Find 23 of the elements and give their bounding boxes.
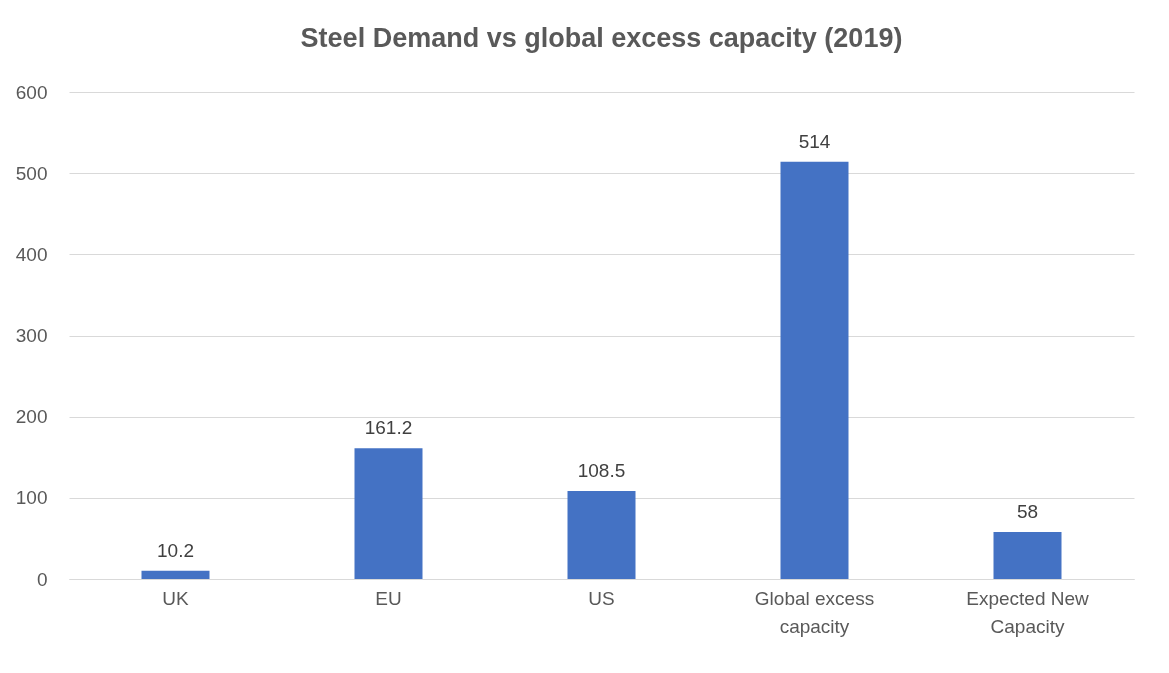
bar xyxy=(567,490,636,579)
x-tick-label: Global excess capacity xyxy=(754,587,875,637)
x-tick-label: Expected New Capacity xyxy=(966,587,1090,637)
data-label: 161.2 xyxy=(364,417,413,439)
data-label: 514 xyxy=(798,130,831,152)
data-label: 108.5 xyxy=(577,459,626,481)
y-tick-label: 0 xyxy=(36,568,48,590)
y-tick-label: 500 xyxy=(15,162,48,184)
bar xyxy=(141,570,210,579)
y-tick-label: 100 xyxy=(15,487,48,509)
chart-title: Steel Demand vs global excess capacity (2019) xyxy=(300,23,903,53)
x-tick-label: UK xyxy=(162,587,190,609)
bar xyxy=(780,161,849,579)
bar xyxy=(354,448,423,579)
y-tick-label: 300 xyxy=(15,325,48,346)
x-tick-label: EU xyxy=(375,587,402,609)
y-tick-label: 200 xyxy=(15,406,48,428)
bar xyxy=(993,531,1062,579)
y-tick-label: 600 xyxy=(15,81,48,103)
data-label: 10.2 xyxy=(157,539,194,561)
x-tick-label: US xyxy=(588,587,615,609)
y-tick-label: 400 xyxy=(15,243,48,265)
data-label: 58 xyxy=(1016,500,1039,522)
